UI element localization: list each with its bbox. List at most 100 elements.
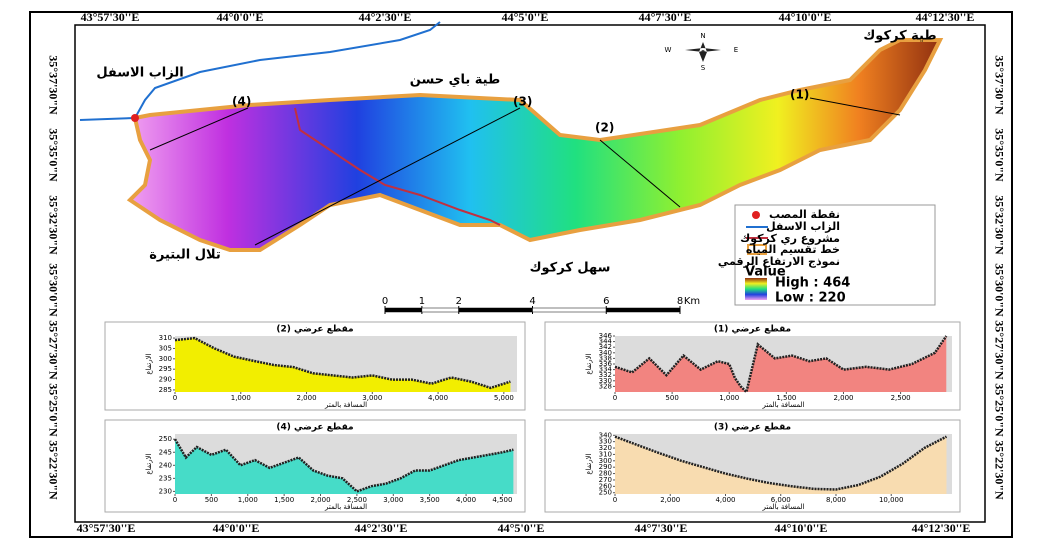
right-coord: 35°35'0"N bbox=[992, 128, 1006, 182]
x-tick-label: 2,500 bbox=[891, 394, 911, 402]
scale-segment bbox=[459, 308, 533, 312]
y-tick-label: 240 bbox=[159, 461, 172, 469]
x-tick-label: 4,000 bbox=[456, 496, 476, 504]
place-label: الزاب الاسفل bbox=[96, 66, 183, 81]
scale-label: 4 bbox=[529, 296, 535, 307]
bottom-coord: 44°10'0''E bbox=[775, 521, 828, 535]
right-coord: 35°32'30"N bbox=[992, 195, 1006, 255]
y-tick-label: 310 bbox=[159, 334, 172, 342]
left-coord: 35°30'0"N bbox=[46, 263, 60, 317]
scale-label: 1 bbox=[419, 296, 425, 307]
y-tick-label: 235 bbox=[159, 474, 172, 482]
top-coord: 44°10'0''E bbox=[779, 10, 832, 24]
right-coord: 35°25'0"N bbox=[992, 383, 1006, 437]
top-coord: 44°2'30''E bbox=[359, 10, 412, 24]
left-coord: 35°25'0"N bbox=[46, 383, 60, 437]
place-label: طية باي حسن bbox=[410, 73, 500, 88]
bottom-coord: 44°7'30''E bbox=[635, 521, 688, 535]
scale-label: 2 bbox=[456, 296, 462, 307]
x-tick-label: 10,000 bbox=[879, 496, 904, 504]
x-tick-label: 2,000 bbox=[297, 394, 317, 402]
east-label: E bbox=[734, 46, 738, 54]
x-tick-label: 1,500 bbox=[274, 496, 294, 504]
x-axis-label: المسافة بالمتر bbox=[761, 401, 804, 409]
y-tick-label: 285 bbox=[159, 386, 172, 394]
x-axis-label: المسافة بالمتر bbox=[761, 503, 804, 511]
x-tick-label: 3,000 bbox=[383, 496, 403, 504]
x-tick-label: 500 bbox=[205, 496, 218, 504]
y-axis-label: الارتفاع bbox=[585, 353, 593, 374]
right-coord: 35°30'0"N bbox=[992, 263, 1006, 317]
scale-label: 6 bbox=[603, 296, 609, 307]
x-tick-label: 1,000 bbox=[719, 394, 739, 402]
x-tick-label: 0 bbox=[173, 496, 177, 504]
section-label: (2) bbox=[595, 121, 614, 135]
y-tick-label: 295 bbox=[159, 365, 172, 373]
legend-high: High : 464 bbox=[775, 276, 850, 291]
y-tick-label: 300 bbox=[159, 355, 172, 363]
scale-segment bbox=[385, 308, 422, 312]
x-tick-label: 4,000 bbox=[428, 394, 448, 402]
place-label: سهل كركوك bbox=[530, 261, 611, 276]
top-coord: 43°57'30''E bbox=[81, 10, 140, 24]
y-tick-label: 250 bbox=[159, 435, 172, 443]
top-coord: 44°12'30''E bbox=[916, 10, 975, 24]
north-label: N bbox=[700, 32, 705, 40]
y-axis-label: الارتفاع bbox=[585, 453, 593, 474]
bottom-coord: 44°5'0''E bbox=[498, 521, 545, 535]
y-tick-label: 245 bbox=[159, 448, 172, 456]
profile-title: مقطع عرضي (2) bbox=[276, 325, 353, 335]
profile-title: مقطع عرضي (4) bbox=[276, 423, 353, 433]
y-axis-label: الارتفاع bbox=[145, 353, 153, 374]
right-coord: 35°37'30"N bbox=[992, 55, 1006, 115]
scale-segment bbox=[422, 308, 459, 312]
left-coord: 35°22'30"N bbox=[46, 440, 60, 500]
x-axis-label: المسافة بالمتر bbox=[324, 503, 367, 511]
x-tick-label: 3,500 bbox=[420, 496, 440, 504]
profile-title: مقطع عرضي (1) bbox=[714, 325, 791, 335]
section-label: (3) bbox=[513, 95, 532, 109]
x-tick-label: 8,000 bbox=[826, 496, 846, 504]
top-coord: 44°0'0''E bbox=[217, 10, 264, 24]
west-label: W bbox=[665, 46, 672, 54]
outlet-point bbox=[131, 114, 139, 122]
x-tick-label: 2,000 bbox=[833, 394, 853, 402]
top-coord: 44°7'30''E bbox=[639, 10, 692, 24]
left-coord: 35°35'0"N bbox=[46, 128, 60, 182]
section-label: (4) bbox=[232, 95, 251, 109]
x-tick-label: 500 bbox=[665, 394, 678, 402]
y-tick-label: 290 bbox=[159, 376, 172, 384]
x-tick-label: 4,500 bbox=[492, 496, 512, 504]
section-label: (1) bbox=[790, 88, 809, 102]
left-coord: 35°32'30"N bbox=[46, 195, 60, 255]
legend: نقطة المصب الزاب الاسفل مشروع ري كركوك خ… bbox=[718, 205, 935, 306]
right-coord: 35°22'30"N bbox=[992, 440, 1006, 500]
scale-label: 8 bbox=[677, 296, 683, 307]
top-coord: 44°5'0''E bbox=[502, 10, 549, 24]
y-tick-label: 346 bbox=[599, 332, 613, 340]
left-coord: 35°27'30"N bbox=[46, 320, 60, 380]
x-tick-label: 1,000 bbox=[238, 496, 258, 504]
y-tick-label: 340 bbox=[599, 431, 612, 439]
left-coord: 35°37'30"N bbox=[46, 55, 60, 115]
scale-unit: Km bbox=[684, 296, 700, 307]
x-tick-label: 2,000 bbox=[660, 496, 680, 504]
map-page: (1) (2) (3) (4) الزاب الاسفل طية باي حسن… bbox=[0, 0, 1042, 545]
south-label: S bbox=[701, 64, 706, 72]
x-tick-label: 4,000 bbox=[715, 496, 735, 504]
legend-low: Low : 220 bbox=[775, 291, 846, 306]
x-tick-label: 0 bbox=[173, 394, 177, 402]
bottom-coord: 44°0'0''E bbox=[213, 521, 260, 535]
x-axis-label: المسافة بالمتر bbox=[324, 401, 367, 409]
scale-segment bbox=[533, 308, 607, 312]
bottom-coord: 43°57'30''E bbox=[77, 521, 136, 535]
y-axis-label: الارتفاع bbox=[145, 453, 153, 474]
y-tick-label: 230 bbox=[159, 487, 172, 495]
profile-title: مقطع عرضي (3) bbox=[714, 423, 791, 433]
place-label: طية كركوك bbox=[863, 29, 936, 44]
bottom-coord: 44°12'30''E bbox=[912, 521, 971, 535]
y-tick-label: 305 bbox=[159, 344, 172, 352]
x-tick-label: 0 bbox=[613, 496, 617, 504]
place-label: تلال البتيرة bbox=[149, 248, 221, 263]
x-tick-label: 0 bbox=[613, 394, 617, 402]
